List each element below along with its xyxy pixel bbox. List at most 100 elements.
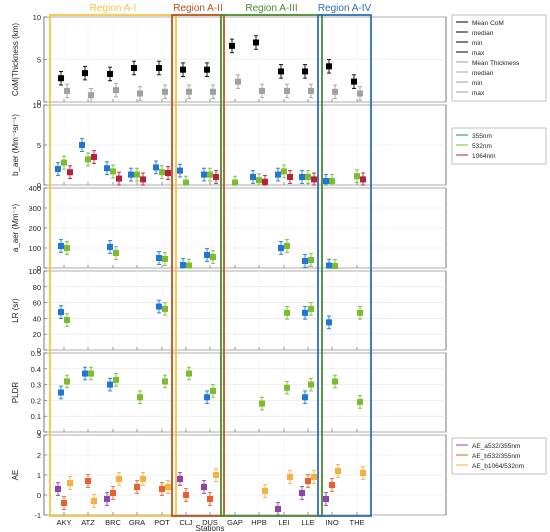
data-point — [104, 165, 110, 172]
legend-label: 532nm — [472, 143, 492, 150]
y-tick-label: 0 — [37, 98, 41, 107]
data-point — [156, 303, 162, 310]
data-point — [207, 171, 213, 178]
data-point — [284, 87, 290, 94]
y-tick-label: 1 — [37, 471, 41, 480]
data-point — [58, 309, 64, 316]
data-point — [311, 474, 317, 480]
data-point — [357, 90, 363, 97]
legend-label: 355nm — [472, 133, 492, 140]
data-point — [302, 394, 308, 401]
data-point — [140, 476, 146, 482]
data-point — [326, 262, 332, 269]
data-point — [61, 500, 67, 506]
data-point — [326, 319, 332, 326]
data-point — [262, 178, 268, 185]
data-point — [335, 468, 341, 474]
y-axis-label: PLDR — [11, 382, 20, 404]
panel-frame — [43, 270, 447, 351]
data-point — [104, 496, 110, 502]
data-point — [88, 370, 94, 377]
region-box — [49, 14, 177, 517]
data-point — [137, 394, 143, 401]
y-tick-label: 200 — [28, 224, 41, 233]
station-label: THE — [350, 518, 365, 527]
data-point — [64, 378, 70, 385]
data-point — [259, 400, 265, 407]
y-axis-label: b_aer (Mm⁻¹sr⁻¹) — [11, 114, 20, 176]
station-label: LLE — [301, 518, 314, 527]
y-tick-label: 100 — [28, 267, 41, 276]
data-point — [177, 167, 183, 174]
data-point — [165, 170, 171, 176]
data-point — [357, 398, 363, 405]
data-point — [250, 174, 256, 180]
data-point — [180, 66, 186, 73]
x-axis-label: Stations — [196, 524, 225, 532]
data-point — [329, 178, 335, 184]
data-point — [210, 88, 216, 95]
data-point — [177, 476, 183, 482]
data-point — [116, 476, 122, 482]
data-point — [82, 370, 88, 377]
data-point — [55, 486, 61, 492]
data-point — [332, 378, 338, 385]
data-point — [186, 88, 192, 95]
data-point — [213, 472, 219, 478]
station-label: INO — [325, 518, 339, 527]
y-tick-label: 10 — [33, 13, 41, 22]
data-point — [91, 154, 97, 160]
legend-label: min — [472, 40, 483, 47]
y-tick-label: 0 — [37, 181, 41, 190]
y-tick-label: 40 — [33, 314, 41, 323]
data-point — [134, 171, 140, 178]
y-tick-label: 0.1 — [31, 412, 41, 421]
station-label: POT — [154, 518, 170, 527]
legend-label: max — [472, 50, 485, 57]
data-point — [284, 243, 290, 249]
data-point — [329, 482, 335, 488]
data-point — [58, 389, 64, 396]
data-point — [153, 164, 159, 171]
y-tick-label: 0.2 — [31, 396, 41, 405]
data-point — [253, 39, 259, 46]
y-tick-label: 0 — [37, 428, 41, 437]
legend-label: AE_b1064/532nm — [472, 463, 524, 470]
data-point — [284, 384, 290, 391]
region-box — [220, 14, 323, 517]
data-point — [235, 78, 241, 85]
data-point — [204, 66, 210, 73]
data-point — [88, 92, 94, 99]
data-point — [204, 252, 210, 258]
region-box — [317, 14, 372, 517]
y-tick-label: 0.5 — [31, 349, 41, 358]
data-point — [162, 88, 168, 95]
data-point — [299, 490, 305, 496]
data-point — [323, 496, 329, 502]
data-point — [113, 376, 119, 383]
data-point — [308, 305, 314, 312]
data-point — [275, 506, 281, 512]
data-point — [85, 156, 91, 163]
data-point — [159, 169, 165, 176]
data-point — [107, 381, 113, 388]
data-point — [58, 75, 64, 82]
data-point — [305, 174, 311, 180]
data-point — [64, 87, 70, 94]
y-tick-label: 100 — [28, 244, 41, 253]
station-label: DUS — [202, 518, 218, 527]
y-tick-label: 80 — [33, 283, 41, 292]
station-label: BRC — [105, 518, 121, 527]
y-tick-label: -1 — [34, 511, 41, 520]
legend-label: median — [472, 70, 494, 77]
data-point — [162, 305, 168, 312]
data-point — [116, 175, 122, 182]
data-point — [128, 171, 134, 178]
legend-label: max — [472, 90, 485, 97]
data-point — [165, 484, 171, 490]
data-point — [332, 88, 338, 95]
data-point — [134, 484, 140, 490]
data-point — [311, 176, 317, 183]
legend-box — [451, 14, 547, 102]
panel-frame — [43, 352, 447, 433]
